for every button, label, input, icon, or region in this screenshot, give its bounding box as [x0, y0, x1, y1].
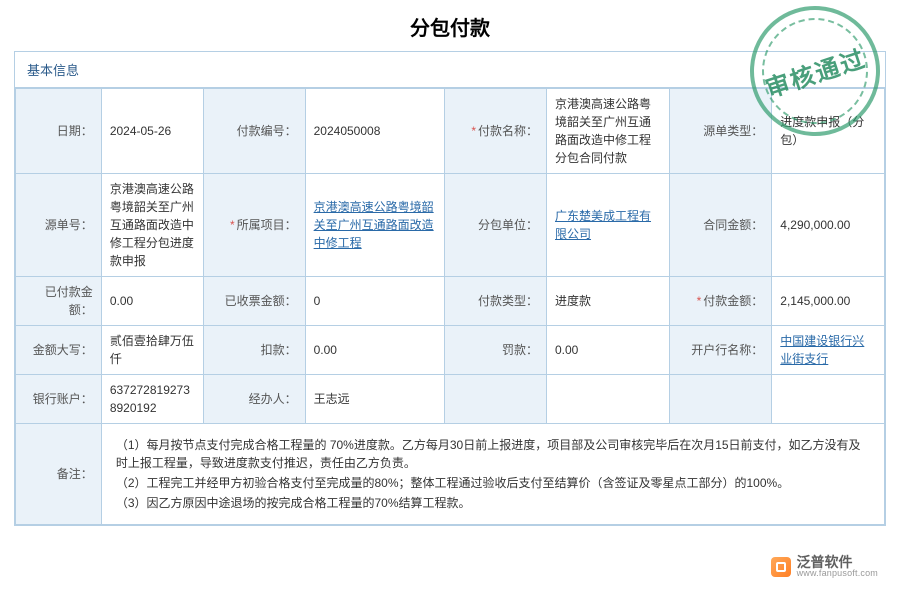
label-penalty: 罚款： — [445, 326, 547, 375]
label-contract-amount: 合同金额： — [670, 174, 772, 277]
value-deduct: 0.00 — [305, 326, 444, 375]
table-row: 已付款金额： 0.00 已收票金额： 0 付款类型： 进度款 *付款金额： 2,… — [16, 277, 885, 326]
watermark-text: 泛普软件 www.fanpusoft.com — [797, 555, 878, 578]
value-bank-name[interactable]: 中国建设银行兴业街支行 — [772, 326, 885, 375]
label-pay-no: 付款编号： — [203, 89, 305, 174]
sub-unit-link[interactable]: 广东楚美成工程有限公司 — [555, 209, 651, 241]
required-star: * — [697, 294, 702, 308]
empty-value — [772, 375, 885, 424]
label-pay-name: *付款名称： — [445, 89, 547, 174]
label-source-type: 源单类型： — [670, 89, 772, 174]
value-handler: 王志远 — [305, 375, 444, 424]
value-sub-unit[interactable]: 广东楚美成工程有限公司 — [547, 174, 670, 277]
empty-value — [547, 375, 670, 424]
page-title: 分包付款 — [0, 0, 900, 51]
table-row: 日期： 2024-05-26 付款编号： 2024050008 *付款名称： 京… — [16, 89, 885, 174]
value-contract-amount: 4,290,000.00 — [772, 174, 885, 277]
label-bank-account: 银行账户： — [16, 375, 102, 424]
remarks-line: （3）因乙方原因中途退场的按完成合格工程量的70%结算工程款。 — [116, 494, 870, 512]
label-sub-unit: 分包单位： — [445, 174, 547, 277]
table-row: 源单号： 京港澳高速公路粤境韶关至广州互通路面改造中修工程分包进度款申报 *所属… — [16, 174, 885, 277]
form-table: 日期： 2024-05-26 付款编号： 2024050008 *付款名称： 京… — [15, 88, 885, 525]
value-remarks: （1）每月按节点支付完成合格工程量的 70%进度款。乙方每月30日前上报进度，项… — [101, 424, 884, 525]
label-bank-name: 开户行名称： — [670, 326, 772, 375]
label-deduct: 扣款： — [203, 326, 305, 375]
value-date: 2024-05-26 — [101, 89, 203, 174]
table-row: 银行账户： 637272819273892​0192 经办人： 王志远 — [16, 375, 885, 424]
value-source-no: 京港澳高速公路粤境韶关至广州互通路面改造中修工程分包进度款申报 — [101, 174, 203, 277]
remarks-line: （1）每月按节点支付完成合格工程量的 70%进度款。乙方每月30日前上报进度，项… — [116, 436, 870, 472]
value-invoice-amount: 0 — [305, 277, 444, 326]
watermark: 泛普软件 www.fanpusoft.com — [771, 555, 878, 578]
empty-label — [670, 375, 772, 424]
empty-label — [445, 375, 547, 424]
watermark-en: www.fanpusoft.com — [797, 569, 878, 578]
value-pay-name: 京港澳高速公路粤境韶关至广州互通路面改造中修工程分包合同付款 — [547, 89, 670, 174]
label-handler: 经办人： — [203, 375, 305, 424]
value-penalty: 0.00 — [547, 326, 670, 375]
label-remarks: 备注： — [16, 424, 102, 525]
bank-name-link[interactable]: 中国建设银行兴业街支行 — [780, 334, 864, 366]
value-source-type: 进度款申报（分包） — [772, 89, 885, 174]
watermark-cn: 泛普软件 — [797, 555, 878, 569]
value-paid-amount: 0.00 — [101, 277, 203, 326]
label-pay-amount: *付款金额： — [670, 277, 772, 326]
label-paid-amount: 已付款金额： — [16, 277, 102, 326]
required-star: * — [471, 124, 476, 138]
label-project: *所属项目： — [203, 174, 305, 277]
table-row: 金额大写： 贰佰壹拾肆万伍仟 扣款： 0.00 罚款： 0.00 开户行名称： … — [16, 326, 885, 375]
value-pay-amount: 2,145,000.00 — [772, 277, 885, 326]
label-pay-type: 付款类型： — [445, 277, 547, 326]
form-container: 基本信息 日期： 2024-05-26 付款编号： 2024050008 *付款… — [14, 51, 886, 526]
label-invoice-amount: 已收票金额： — [203, 277, 305, 326]
label-source-no: 源单号： — [16, 174, 102, 277]
value-project[interactable]: 京港澳高速公路粤境韶关至广州互通路面改造中修工程 — [305, 174, 444, 277]
table-row-remarks: 备注： （1）每月按节点支付完成合格工程量的 70%进度款。乙方每月30日前上报… — [16, 424, 885, 525]
value-pay-type: 进度款 — [547, 277, 670, 326]
project-link[interactable]: 京港澳高速公路粤境韶关至广州互通路面改造中修工程 — [314, 200, 434, 250]
value-bank-account: 637272819273892​0192 — [101, 375, 203, 424]
value-amount-words: 贰佰壹拾肆万伍仟 — [101, 326, 203, 375]
section-header-basic-info: 基本信息 — [15, 52, 885, 88]
watermark-logo-icon — [771, 557, 791, 577]
label-date: 日期： — [16, 89, 102, 174]
value-pay-no: 2024050008 — [305, 89, 444, 174]
label-amount-words: 金额大写： — [16, 326, 102, 375]
remarks-line: （2）工程完工并经甲方初验合格支付至完成量的80%；整体工程通过验收后支付至结算… — [116, 474, 870, 492]
required-star: * — [230, 218, 235, 232]
